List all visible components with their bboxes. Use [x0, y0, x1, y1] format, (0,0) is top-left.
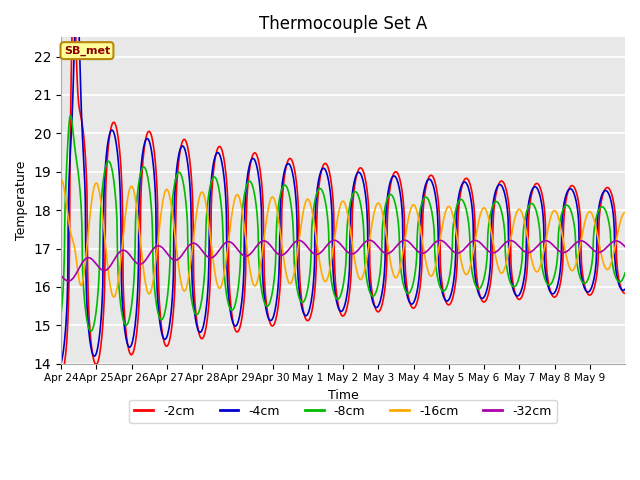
-8cm [286, 197, 294, 203]
-32cm [508, 238, 516, 244]
Title: Thermocouple Set A: Thermocouple Set A [259, 15, 427, 33]
-16cm [115, 271, 123, 276]
-16cm [621, 210, 629, 216]
-16cm [57, 177, 65, 182]
-32cm [115, 250, 123, 255]
-16cm [110, 294, 118, 300]
-2cm [445, 302, 452, 308]
-32cm [445, 245, 453, 251]
X-axis label: Time: Time [328, 389, 358, 402]
-2cm [621, 290, 629, 296]
-16cm [306, 200, 314, 205]
-32cm [65, 278, 72, 284]
-8cm [307, 263, 314, 268]
-32cm [286, 245, 294, 251]
-4cm [286, 162, 294, 168]
-4cm [445, 297, 452, 302]
-2cm [286, 156, 294, 161]
-2cm [57, 372, 65, 378]
-8cm [67, 113, 74, 119]
-8cm [621, 270, 629, 276]
Line: -32cm: -32cm [61, 240, 625, 281]
-16cm [286, 281, 294, 287]
-4cm [306, 304, 314, 310]
-4cm [497, 182, 505, 188]
-8cm [87, 328, 95, 334]
-8cm [498, 210, 506, 216]
Text: SB_met: SB_met [64, 46, 110, 56]
-32cm [498, 243, 506, 249]
Legend: -2cm, -4cm, -8cm, -16cm, -32cm: -2cm, -4cm, -8cm, -16cm, -32cm [129, 400, 557, 423]
-2cm [497, 178, 505, 184]
-32cm [306, 247, 314, 253]
-8cm [116, 293, 124, 299]
Line: -8cm: -8cm [61, 116, 625, 331]
-4cm [115, 170, 123, 176]
Y-axis label: Temperature: Temperature [15, 161, 28, 240]
Line: -2cm: -2cm [61, 0, 625, 375]
-2cm [508, 268, 515, 274]
-4cm [508, 279, 515, 285]
-8cm [508, 283, 516, 288]
-4cm [57, 360, 65, 366]
-2cm [306, 315, 314, 321]
-2cm [115, 143, 123, 149]
-16cm [445, 204, 452, 209]
Line: -16cm: -16cm [61, 180, 625, 297]
-8cm [445, 274, 453, 280]
-16cm [508, 232, 515, 238]
-32cm [621, 244, 629, 250]
-4cm [621, 287, 629, 292]
-8cm [57, 312, 65, 318]
Line: -4cm: -4cm [61, 0, 625, 363]
-32cm [365, 237, 373, 243]
-16cm [497, 270, 505, 276]
-32cm [57, 273, 65, 278]
